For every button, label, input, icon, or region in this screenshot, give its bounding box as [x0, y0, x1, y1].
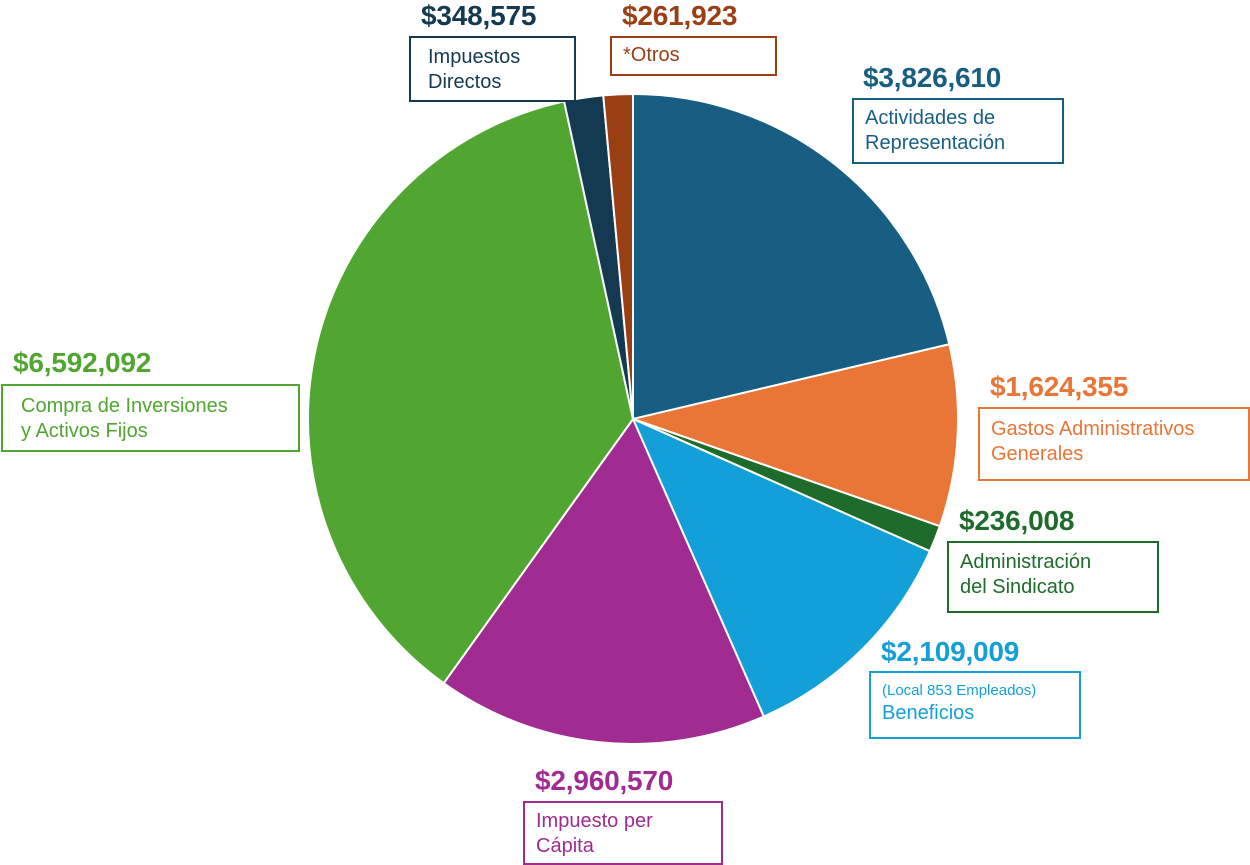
legend-box: Impuestos Directos [409, 36, 576, 102]
slice-category-label: Beneficios [882, 702, 975, 724]
slice-value-label: $2,109,009 [881, 636, 1020, 667]
slice-value-label: $261,923 [622, 0, 738, 31]
slice-category-label: Representación [865, 132, 1006, 154]
callout-gastos-administrativos-generales: $1,624,355 Gastos Administrativos Genera… [978, 373, 1250, 481]
callout-actividades-de-representacion: $3,826,610 Actividades de Representación [852, 64, 1064, 164]
slice-category-label: *Otros [623, 44, 680, 66]
slice-value-label: $3,826,610 [863, 62, 1002, 93]
slice-value-label: $6,592,092 [13, 347, 152, 378]
pie-slice-1 [632, 343, 959, 528]
pie-slice-3 [632, 418, 931, 718]
legend-box: Gastos Administrativos Generales [978, 407, 1250, 481]
callout-administracion-del-sindicato: $236,008 Administración del Sindicato [947, 507, 1159, 613]
slice-category-label: Compra de Inversiones [21, 395, 228, 417]
slice-category-label: Impuestos [428, 46, 521, 68]
callout-compra-de-inversiones: $6,592,092 Compra de Inversiones y Activ… [1, 349, 300, 452]
legend-box: Actividades de Representación [852, 98, 1064, 164]
slice-category-label: Impuesto per [536, 810, 653, 832]
slice-value-label: $2,960,570 [535, 765, 674, 796]
slice-category-label: Generales [991, 443, 1084, 465]
slice-category-label: Gastos Administrativos [991, 418, 1195, 440]
pie-slice-7 [602, 92, 634, 420]
legend-box: (Local 853 Empleados) Beneficios [869, 671, 1081, 739]
slice-category-label: Actividades de [865, 107, 996, 129]
pie-slice-4 [442, 418, 765, 745]
callout-impuestos-directos: $348,575 Impuestos Directos [409, 2, 576, 102]
slice-category-label: Administración [960, 551, 1092, 573]
legend-box: Impuesto per Cápita [523, 801, 723, 865]
legend-box: *Otros [610, 36, 777, 76]
slice-value-label: $1,624,355 [990, 371, 1129, 402]
legend-box: Compra de Inversiones y Activos Fijos [1, 384, 300, 452]
slice-category-label: Directos [428, 71, 502, 93]
pie-slice-5 [307, 100, 634, 685]
slice-category-label: del Sindicato [960, 576, 1075, 598]
callout-beneficios: $2,109,009 (Local 853 Empleados) Benefic… [869, 638, 1081, 739]
callout-otros: $261,923 *Otros [610, 2, 777, 76]
slice-value-label: $236,008 [959, 505, 1075, 536]
slice-value-label: $348,575 [421, 0, 537, 31]
callout-impuesto-per-capita: $2,960,570 Impuesto per Cápita [523, 767, 723, 865]
slice-category-note: (Local 853 Empleados) [882, 682, 1037, 699]
pie-slice-0 [632, 93, 951, 420]
legend-box: Administración del Sindicato [947, 541, 1159, 613]
slice-category-label: y Activos Fijos [21, 420, 148, 442]
slice-category-label: Cápita [536, 835, 594, 857]
